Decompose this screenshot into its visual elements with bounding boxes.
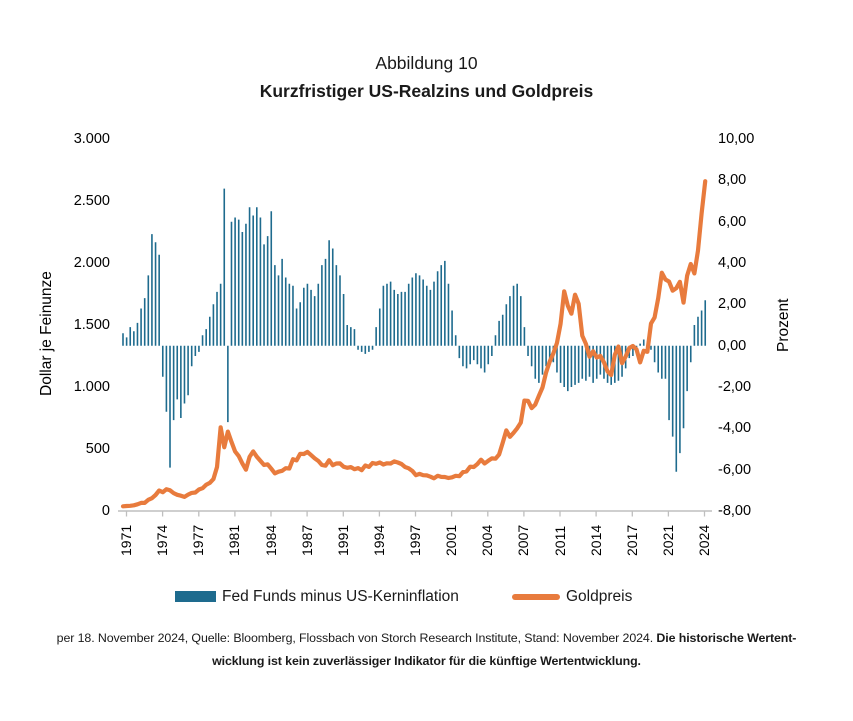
- x-tick-label: 2004: [479, 524, 496, 556]
- y-right-tick-label: 6,00: [718, 213, 747, 230]
- y-right-tick-label: 8,00: [718, 172, 747, 189]
- left-axis-title: Dollar je Feinunze: [38, 271, 55, 396]
- x-tick-label: 1991: [334, 524, 351, 556]
- y-right-tick-label: 2,00: [718, 296, 747, 313]
- footnote-disclaimer-part1: Die historische Wertent-: [656, 631, 797, 645]
- x-tick-label: 1997: [407, 524, 423, 556]
- y-left-tick-label: 0: [101, 503, 110, 519]
- x-tick-label: 1994: [370, 524, 387, 556]
- y-left-tick-label: 2.000: [73, 255, 110, 271]
- y-right-tick-label: -4,00: [718, 420, 752, 437]
- y-left-tick-label: 500: [85, 441, 110, 457]
- x-axis-tick-marks: [125, 511, 706, 517]
- legend-line-swatch: [512, 594, 560, 600]
- x-tick-label: 2017: [623, 524, 640, 556]
- x-tick-label: 1974: [154, 524, 171, 556]
- legend-label-goldpreis: Goldpreis: [566, 588, 633, 605]
- x-tick-label: 1981: [226, 524, 243, 556]
- y-right-tick-label: -2,00: [718, 379, 752, 395]
- y-right-tick-label: -6,00: [718, 461, 752, 478]
- x-tick-label: 2024: [696, 524, 712, 556]
- y-right-tick-label: 10,00: [718, 131, 755, 147]
- y-left-tick-label: 2.500: [73, 193, 110, 209]
- x-tick-label: 1984: [262, 524, 279, 556]
- footnote-disclaimer-part2: wicklung ist kein zuverlässiger Indikato…: [212, 654, 641, 668]
- right-axis-title: Prozent: [775, 298, 792, 352]
- y-right-tick-label: -8,00: [718, 503, 752, 519]
- x-tick-label: 1987: [298, 524, 315, 556]
- x-tick-label: 2007: [515, 524, 532, 556]
- y-left-tick-label: 1.000: [73, 379, 110, 395]
- footnote-source: per 18. November 2024, Quelle: Bloomberg…: [0, 631, 853, 645]
- legend-label-fed-funds: Fed Funds minus US-Kerninflation: [222, 588, 459, 605]
- figure-label: Abbildung 10: [375, 53, 478, 73]
- goldpreis-line: [120, 179, 708, 509]
- y-left-tick-label: 1.500: [73, 317, 110, 333]
- y-right-tick-label: 0,00: [718, 337, 747, 354]
- footnote-source-regular: per 18. November 2024, Quelle: Bloomberg…: [56, 631, 654, 645]
- x-tick-label: 2014: [587, 524, 604, 556]
- fed-funds-bars-series: [122, 188, 707, 472]
- x-tick-label: 2021: [659, 524, 676, 556]
- y-left-tick-label: 3.000: [73, 131, 110, 147]
- y-right-tick-label: 4,00: [718, 255, 747, 271]
- x-tick-label: 2011: [551, 525, 568, 556]
- x-tick-label: 1977: [190, 524, 207, 556]
- x-tick-label: 2001: [443, 524, 460, 556]
- x-tick-label: 1971: [118, 524, 134, 556]
- chart-title: Kurzfristiger US-Realzins und Goldpreis: [259, 81, 594, 101]
- legend-bar-swatch: [175, 591, 216, 602]
